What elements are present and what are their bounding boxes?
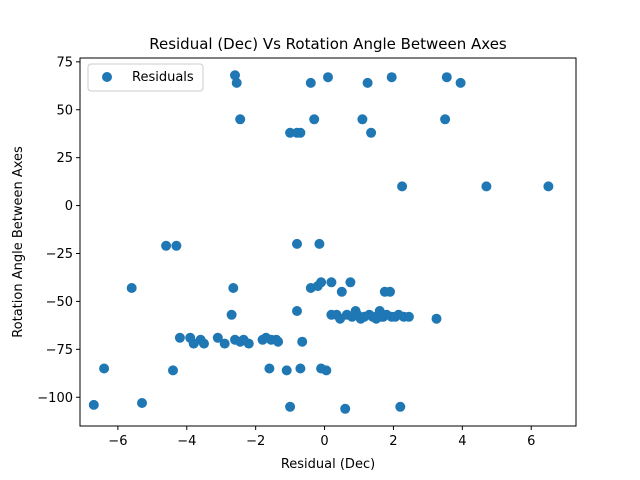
y-tick-label: 75: [56, 55, 73, 70]
data-point: [231, 77, 242, 88]
data-point: [309, 114, 320, 125]
data-point: [295, 363, 306, 374]
data-point: [99, 363, 110, 374]
data-point: [455, 77, 466, 88]
y-axis-ticks: −100 −75 −50 −25 0 25 50 75: [37, 55, 80, 406]
data-point: [316, 277, 327, 288]
y-tick-label: −50: [46, 295, 73, 310]
data-point: [285, 127, 296, 138]
data-point: [397, 181, 408, 192]
data-point: [230, 70, 240, 81]
data-point: [174, 332, 185, 343]
x-tick-label: 4: [458, 434, 466, 449]
data-point: [168, 365, 178, 376]
data-point: [366, 127, 377, 138]
legend-box: [87, 63, 204, 92]
legend-entry-residuals: Residuals: [132, 70, 194, 85]
x-tick-label: −4: [177, 434, 196, 449]
data-point: [273, 336, 284, 347]
chart-title: Residual (Dec) Vs Rotation Angle Between…: [149, 35, 507, 53]
x-tick-label: 2: [389, 434, 397, 449]
y-tick-label: 25: [56, 151, 73, 166]
data-point: [235, 114, 246, 125]
data-point: [305, 77, 316, 88]
data-point: [292, 306, 302, 316]
data-point: [281, 365, 292, 376]
data-point: [345, 277, 356, 288]
data-point: [292, 238, 302, 249]
data-point: [481, 181, 492, 192]
data-point: [440, 114, 451, 125]
legend-marker: [102, 72, 112, 82]
legend: Residuals: [87, 63, 204, 92]
data-point: [137, 398, 147, 408]
data-point: [386, 72, 397, 83]
data-point: [543, 181, 554, 192]
data-point: [88, 399, 99, 410]
data-point: [395, 401, 406, 412]
data-point: [228, 283, 239, 293]
data-point: [362, 77, 373, 88]
data-point: [126, 283, 137, 293]
data-point: [441, 72, 452, 83]
data-point: [321, 365, 332, 376]
data-point: [403, 311, 414, 322]
x-tick-label: −6: [108, 434, 127, 449]
data-point: [199, 338, 209, 349]
data-point: [336, 286, 347, 297]
y-tick-label: 50: [56, 103, 73, 118]
data-point: [161, 240, 172, 251]
data-point: [226, 309, 237, 320]
data-point: [219, 338, 230, 349]
y-tick-label: −75: [46, 343, 73, 358]
data-point: [297, 336, 308, 347]
y-tick-label: −25: [46, 247, 73, 262]
y-axis-label: Rotation Angle Between Axes: [11, 146, 26, 338]
y-tick-label: −100: [37, 391, 73, 406]
y-tick-label: 0: [65, 199, 73, 214]
data-points: [88, 70, 554, 414]
x-axis-label: Residual (Dec): [281, 457, 375, 472]
plot-frame: [79, 57, 577, 427]
data-point: [295, 127, 306, 138]
x-tick-label: 0: [320, 434, 328, 449]
data-point: [264, 363, 275, 374]
data-point: [431, 313, 442, 324]
x-tick-label: 6: [527, 434, 535, 449]
data-point: [314, 238, 325, 249]
data-point: [357, 114, 368, 125]
data-point: [243, 338, 254, 349]
data-point: [323, 72, 333, 83]
data-point: [212, 332, 223, 343]
data-point: [385, 286, 395, 297]
data-point: [326, 277, 337, 288]
data-point: [285, 401, 296, 412]
x-tick-label: −2: [246, 434, 265, 449]
data-point: [340, 403, 351, 414]
data-point: [171, 240, 182, 251]
x-axis-ticks: −6 −4 −2 0 2 4 6: [108, 426, 535, 449]
